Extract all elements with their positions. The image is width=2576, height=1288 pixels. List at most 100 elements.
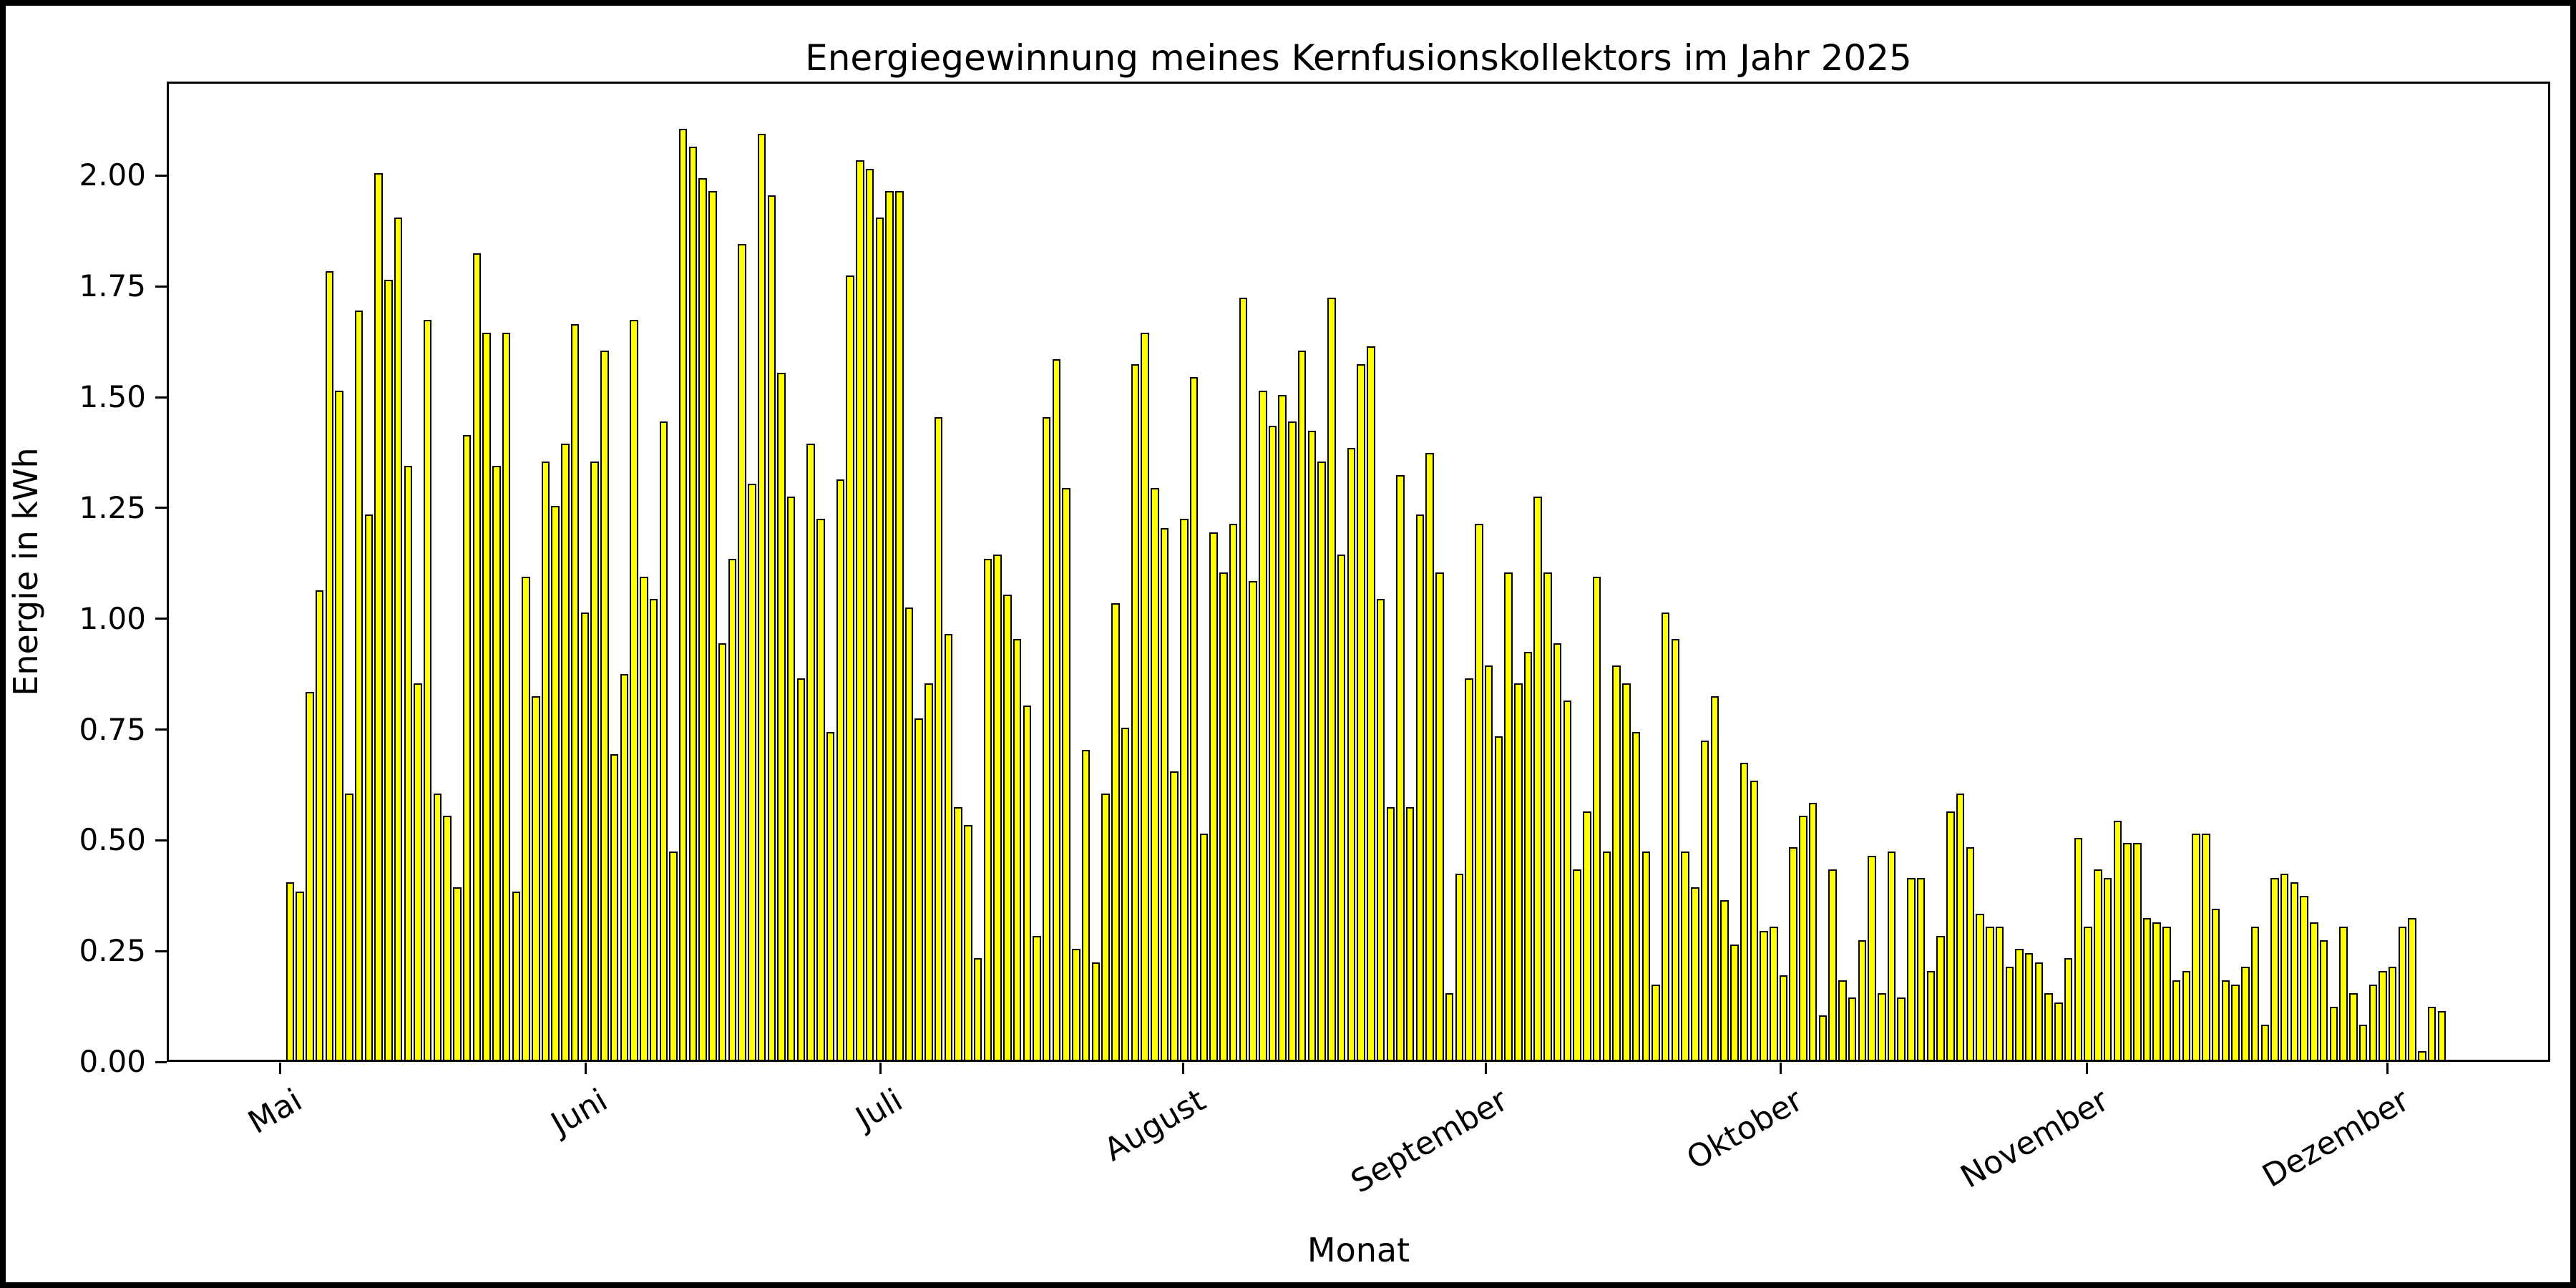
bar-day-75: [1013, 638, 1022, 1060]
bar-day-66: [924, 683, 933, 1060]
bar-day-36: [630, 319, 638, 1060]
x-tick-mark-September: [1485, 1063, 1488, 1074]
bar-day-35: [620, 674, 629, 1060]
bar-day-113: [1386, 807, 1395, 1060]
bar-day-190: [2142, 917, 2152, 1060]
bar-day-109: [1347, 448, 1356, 1060]
x-tick-label-Juni: Juni: [545, 1082, 614, 1143]
bar-day-209: [2329, 1006, 2338, 1060]
bar-day-10: [374, 173, 383, 1060]
bar-day-52: [786, 497, 796, 1060]
bar-day-58: [846, 275, 854, 1060]
y-tick-mark-0.50: [155, 839, 167, 841]
bar-day-165: [1897, 997, 1906, 1060]
bar-day-155: [1799, 816, 1807, 1060]
bar-day-140: [1652, 984, 1660, 1060]
bar-day-212: [2358, 1024, 2368, 1060]
bar-day-89: [1151, 488, 1159, 1060]
bar-day-76: [1023, 705, 1032, 1060]
bar-day-112: [1376, 598, 1385, 1060]
bar-day-187: [2113, 820, 2122, 1060]
x-tick-mark-Juli: [879, 1063, 882, 1074]
bar-day-50: [767, 195, 776, 1060]
bar-day-163: [1878, 993, 1886, 1060]
bar-day-199: [2231, 984, 2240, 1060]
bar-day-105: [1307, 430, 1317, 1060]
bar-day-51: [777, 373, 786, 1060]
bar-day-80: [1062, 488, 1070, 1060]
bar-day-77: [1033, 935, 1041, 1060]
y-tick-mark-1.50: [155, 396, 167, 399]
bar-day-65: [914, 718, 923, 1060]
bar-day-59: [856, 160, 864, 1060]
bar-day-43: [698, 177, 707, 1060]
bar-day-207: [2310, 922, 2318, 1060]
bar-day-122: [1475, 523, 1483, 1060]
bar-day-217: [2408, 917, 2416, 1060]
bar-day-57: [836, 479, 845, 1060]
y-tick-label-0.25: 0.25: [79, 933, 146, 969]
bar-day-172: [1966, 847, 1975, 1060]
bar-day-56: [826, 731, 835, 1060]
bar-day-11: [384, 279, 393, 1060]
x-tick-label-November: November: [1954, 1082, 2115, 1196]
x-tick-label-Juli: Juli: [850, 1082, 909, 1137]
bar-day-135: [1602, 851, 1611, 1060]
bar-day-74: [1003, 594, 1012, 1060]
y-tick-label-1.25: 1.25: [79, 489, 146, 525]
bar-day-7: [345, 794, 353, 1060]
bar-day-85: [1111, 603, 1120, 1060]
bar-day-111: [1367, 346, 1375, 1060]
y-tick-mark-0.00: [155, 1060, 167, 1063]
y-tick-mark-1.75: [155, 285, 167, 288]
bar-day-103: [1288, 421, 1297, 1060]
bar-day-54: [806, 444, 815, 1060]
bar-day-137: [1622, 683, 1631, 1060]
bar-day-148: [1730, 945, 1739, 1060]
bar-day-64: [904, 608, 914, 1060]
bar-day-94: [1199, 834, 1209, 1060]
plot-area: [167, 82, 2550, 1062]
bar-day-32: [590, 461, 599, 1060]
bar-day-6: [335, 390, 343, 1060]
bar-day-21: [482, 333, 491, 1060]
bar-day-188: [2123, 842, 2132, 1060]
bar-day-166: [1907, 878, 1916, 1060]
bar-day-174: [1986, 927, 1994, 1060]
x-tick-mark-Juni: [584, 1063, 587, 1074]
bar-day-127: [1523, 652, 1533, 1060]
bar-day-37: [640, 576, 648, 1060]
bar-day-208: [2319, 940, 2328, 1060]
bar-day-204: [2280, 873, 2289, 1060]
bar-day-136: [1612, 665, 1621, 1060]
bar-day-4: [315, 590, 324, 1060]
bar-day-13: [404, 466, 413, 1060]
bar-day-60: [865, 169, 874, 1060]
bar-day-92: [1180, 519, 1189, 1060]
bar-day-121: [1465, 678, 1473, 1060]
bar-day-215: [2388, 966, 2397, 1060]
bar-day-115: [1405, 807, 1415, 1060]
chart-title: Energiegewinnung meines Kernfusionskolle…: [805, 37, 1912, 79]
bar-day-134: [1592, 576, 1601, 1060]
bar-day-17: [443, 816, 452, 1060]
x-tick-label-Dezember: Dezember: [2256, 1082, 2416, 1195]
bar-day-133: [1583, 811, 1591, 1060]
bar-day-9: [364, 514, 374, 1060]
bar-day-88: [1141, 333, 1149, 1060]
bar-day-142: [1671, 638, 1680, 1060]
y-tick-mark-2.00: [155, 174, 167, 177]
bar-day-186: [2103, 878, 2112, 1060]
bar-day-203: [2270, 878, 2279, 1060]
bar-day-84: [1101, 794, 1110, 1060]
bar-day-126: [1514, 683, 1523, 1060]
y-tick-mark-1.25: [155, 507, 167, 509]
bar-day-196: [2202, 834, 2210, 1060]
bar-day-194: [2182, 971, 2191, 1060]
bar-day-93: [1189, 377, 1199, 1060]
bar-day-97: [1229, 523, 1238, 1060]
x-tick-mark-Dezember: [2386, 1063, 2389, 1074]
bar-day-25: [522, 576, 530, 1060]
bar-day-124: [1494, 736, 1503, 1060]
bar-day-63: [895, 191, 904, 1060]
